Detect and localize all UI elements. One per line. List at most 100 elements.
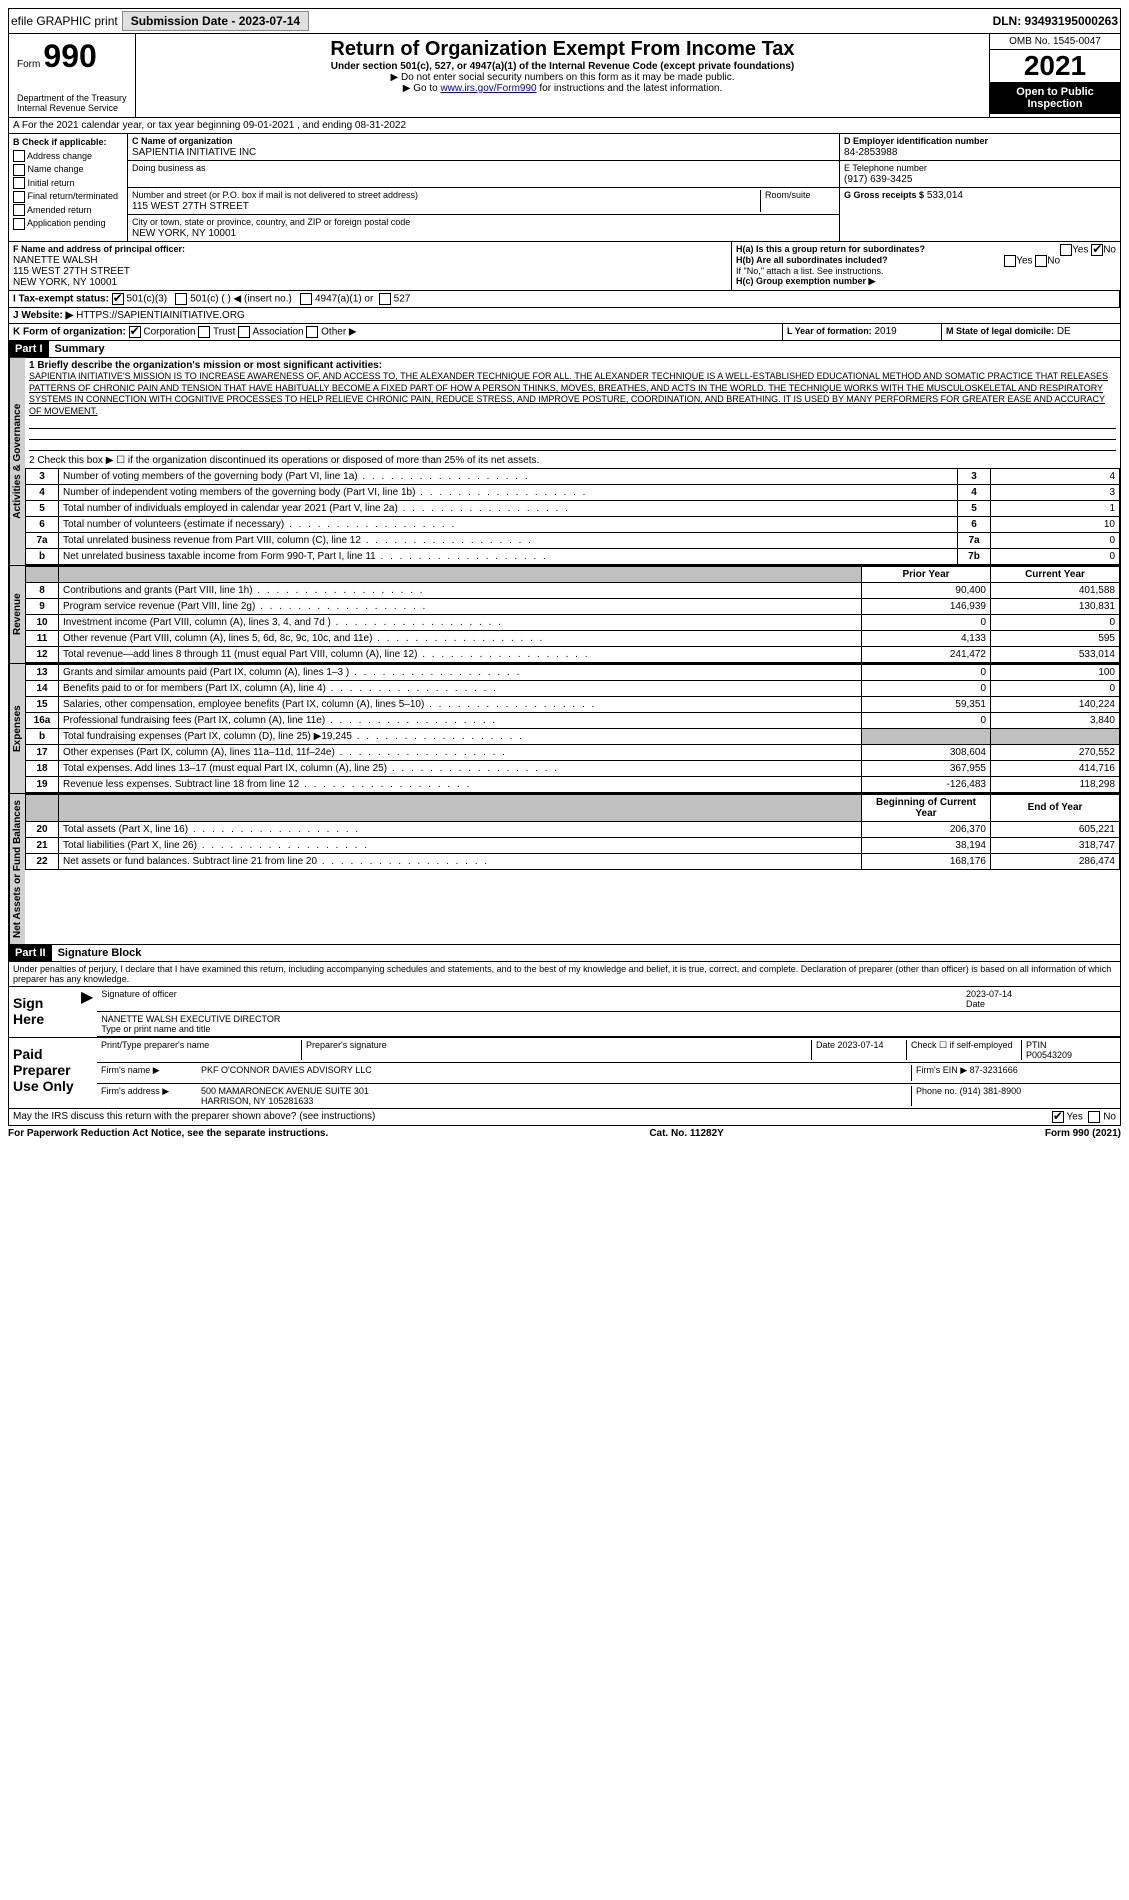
form-subtitle: Under section 501(c), 527, or 4947(a)(1)… [140,61,985,72]
table-row: 18Total expenses. Add lines 13–17 (must … [26,760,1120,776]
vtab-revenue: Revenue [9,566,25,663]
cb-ha-no[interactable] [1091,244,1103,256]
omb-number: OMB No. 1545-0047 [990,34,1120,50]
col-end: End of Year [991,794,1120,821]
paid-preparer-label: Paid Preparer Use Only [9,1038,97,1108]
table-row: 5Total number of individuals employed in… [26,500,1120,516]
vtab-expenses: Expenses [9,664,25,793]
table-row: 22Net assets or fund balances. Subtract … [26,853,1120,869]
paid-preparer-block: Paid Preparer Use Only Print/Type prepar… [8,1038,1121,1109]
part2-title: Signature Block [52,945,148,961]
firm-addr-label: Firm's address ▶ [101,1086,201,1106]
website-block: J Website: ▶ HTTPS://SAPIENTIAINITIATIVE… [8,308,1121,324]
table-row: 13Grants and similar amounts paid (Part … [26,664,1120,680]
cb-other[interactable] [306,326,318,338]
box-d-label: D Employer identification number [844,136,988,146]
form-header: Form 990 Department of the Treasury Inte… [8,34,1121,118]
form-prefix: Form [17,59,40,70]
cb-trust[interactable] [198,326,210,338]
table-row: 19Revenue less expenses. Subtract line 1… [26,776,1120,792]
table-row: 4Number of independent voting members of… [26,484,1120,500]
cb-initial-return[interactable] [13,177,25,189]
street-address: 115 WEST 27TH STREET [132,201,249,212]
cb-amended-return[interactable] [13,204,25,216]
box-k-label: K Form of organization: [13,327,126,338]
submission-date-button[interactable]: Submission Date - 2023-07-14 [122,11,309,31]
cb-501c3[interactable] [112,293,124,305]
table-row: 12Total revenue—add lines 8 through 11 (… [26,646,1120,662]
page-footer: For Paperwork Reduction Act Notice, see … [8,1126,1121,1141]
cb-4947[interactable] [300,293,312,305]
irs-link[interactable]: www.irs.gov/Form990 [440,83,536,94]
footer-mid: Cat. No. 11282Y [649,1128,723,1139]
part2-badge: Part II [9,945,52,961]
table-row: 11Other revenue (Part VIII, column (A), … [26,630,1120,646]
cb-assoc[interactable] [238,326,250,338]
room-label: Room/suite [765,190,811,200]
ha-label: H(a) Is this a group return for subordin… [736,244,925,254]
expenses-table: 13Grants and similar amounts paid (Part … [25,664,1120,793]
table-row: 3Number of voting members of the governi… [26,468,1120,484]
addr-label: Number and street (or P.O. box if mail i… [132,190,418,200]
instr-2-pre: ▶ Go to [403,83,441,94]
officer-group-block: F Name and address of principal officer:… [8,242,1121,291]
revenue-section: Revenue Prior Year Current Year 8Contrib… [8,566,1121,664]
officer-name-title: NANETTE WALSH EXECUTIVE DIRECTOR [101,1014,280,1024]
cb-527[interactable] [379,293,391,305]
gross-receipts: 533,014 [927,190,963,201]
cb-final-return[interactable] [13,191,25,203]
line1-label: 1 Briefly describe the organization's mi… [29,360,382,371]
cb-hb-no[interactable] [1035,255,1047,267]
perjury-block: Under penalties of perjury, I declare th… [8,962,1121,987]
year-formation: 2019 [874,326,896,337]
box-g-label: G Gross receipts $ [844,190,924,200]
instr-2-post: for instructions and the latest informat… [539,83,722,94]
box-e-label: E Telephone number [844,163,927,173]
cb-ha-yes[interactable] [1060,244,1072,256]
cb-hb-yes[interactable] [1004,255,1016,267]
cb-application-pending[interactable] [13,218,25,230]
prep-date: Date 2023-07-14 [812,1040,907,1060]
tax-status-block: I Tax-exempt status: 501(c)(3) 501(c) ( … [8,291,1121,308]
cb-name-change[interactable] [13,164,25,176]
box-b: B Check if applicable: Address change Na… [9,134,128,241]
arrow-icon: ▶ [77,987,97,1037]
table-row: bNet unrelated business taxable income f… [26,548,1120,564]
open-inspection: Open to Public Inspection [990,82,1120,114]
table-row: 16aProfessional fundraising fees (Part I… [26,712,1120,728]
dba-label: Doing business as [132,163,206,173]
cb-address-change[interactable] [13,150,25,162]
hc-label: H(c) Group exemption number ▶ [736,276,1116,287]
prep-sig-label: Preparer's signature [302,1040,812,1060]
cb-discuss-yes[interactable] [1052,1111,1064,1123]
ein: 84-2853988 [844,147,897,158]
mission-text: SAPIENTIA INITIATIVE'S MISSION IS TO INC… [29,371,1108,416]
cb-discuss-no[interactable] [1088,1111,1100,1123]
prep-name-label: Print/Type preparer's name [101,1040,302,1060]
gov-table: 3Number of voting members of the governi… [25,468,1120,565]
cb-corp[interactable] [129,326,141,338]
table-row: 17Other expenses (Part IX, column (A), l… [26,744,1120,760]
sig-officer-label: Signature of officer [101,989,966,1009]
part1-title: Summary [49,341,111,357]
netassets-section: Net Assets or Fund Balances Beginning of… [8,794,1121,945]
form-number: 990 [43,38,96,74]
firm-addr: 500 MAMARONECK AVENUE SUITE 301 [201,1086,369,1096]
col-begin: Beginning of Current Year [862,794,991,821]
discuss-text: May the IRS discuss this return with the… [13,1111,375,1122]
line-a: A For the 2021 calendar year, or tax yea… [8,118,1121,134]
table-row: 15Salaries, other compensation, employee… [26,696,1120,712]
revenue-table: Prior Year Current Year 8Contributions a… [25,566,1120,663]
box-j-label: J Website: ▶ [13,310,73,321]
cb-501c[interactable] [175,293,187,305]
firm-name-label: Firm's name ▶ [101,1065,201,1081]
footer-left: For Paperwork Reduction Act Notice, see … [8,1128,328,1139]
netassets-table: Beginning of Current Year End of Year 20… [25,794,1120,870]
state-domicile: DE [1057,326,1071,337]
firm-city: HARRISON, NY 105281633 [201,1096,313,1106]
check-self-employed: Check ☐ if self-employed [907,1040,1022,1060]
form-title: Return of Organization Exempt From Incom… [140,38,985,61]
top-bar: efile GRAPHIC print Submission Date - 20… [8,8,1121,34]
vtab-netassets: Net Assets or Fund Balances [9,794,25,944]
part1-badge: Part I [9,341,49,357]
